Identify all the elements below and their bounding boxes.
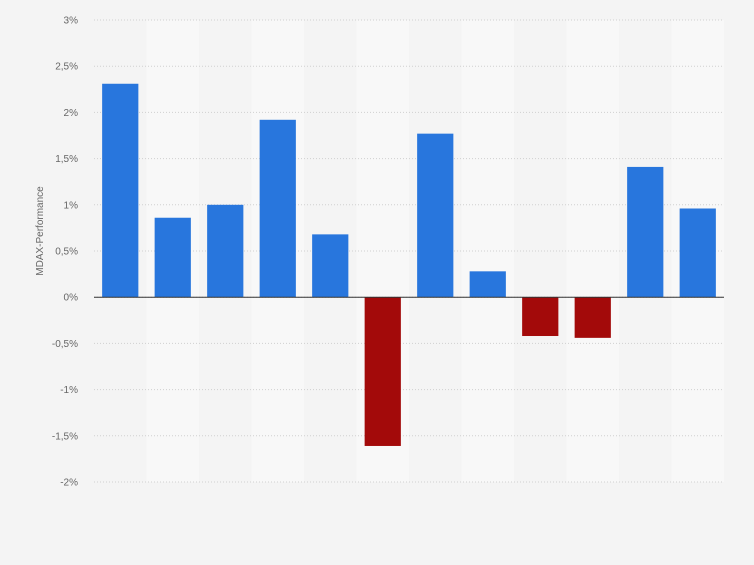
y-tick-label: 1% xyxy=(64,200,79,211)
bar-positive xyxy=(469,271,506,298)
y-axis-ticks: 3% 2,5% 2% 1,5% 1% 0,5% 0% -0,5% -1% -1,5% -2% xyxy=(52,16,78,489)
y-tick-label: -1,5% xyxy=(52,431,78,442)
bar-negative xyxy=(522,297,559,337)
bar-positive xyxy=(312,234,349,298)
y-tick-label: -0,5% xyxy=(52,339,78,350)
bar-positive xyxy=(102,83,139,298)
y-axis-title: MDAX-Performance xyxy=(35,186,46,276)
bar-negative xyxy=(364,297,401,446)
bar-positive xyxy=(259,119,296,298)
bar-positive xyxy=(154,217,191,298)
y-tick-label: 2% xyxy=(64,108,79,119)
y-tick-label: 2,5% xyxy=(55,62,78,73)
bar-positive xyxy=(417,133,454,298)
y-tick-label: 0,5% xyxy=(55,247,78,258)
y-tick-label: 3% xyxy=(64,16,79,27)
bar-positive xyxy=(207,204,244,298)
y-tick-label: -2% xyxy=(60,478,78,489)
bar-positive xyxy=(627,166,664,298)
y-tick-label: 0% xyxy=(64,293,79,304)
bar-negative xyxy=(574,297,611,338)
bars xyxy=(102,83,716,446)
y-tick-label: -1% xyxy=(60,385,78,396)
y-tick-label: 1,5% xyxy=(55,154,78,165)
bar-positive xyxy=(679,208,716,298)
